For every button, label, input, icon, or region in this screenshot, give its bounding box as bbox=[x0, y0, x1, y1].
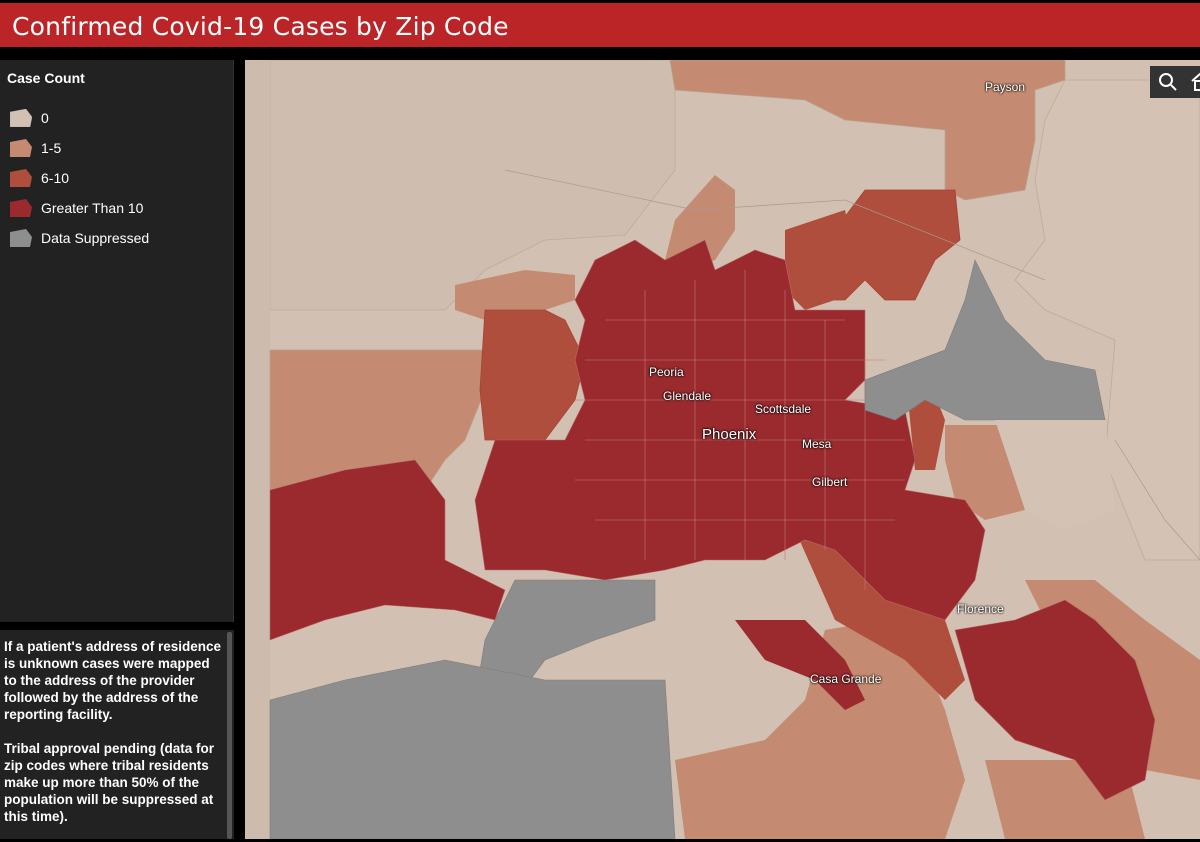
zip-region-0 bbox=[1014, 79, 1200, 561]
legend-swatch-6-10 bbox=[10, 169, 32, 187]
zip-region-0 bbox=[995, 420, 1115, 530]
zip-region-data-suppressed bbox=[269, 659, 676, 839]
zip-region-6-10 bbox=[785, 210, 855, 310]
map-view[interactable]: Payson Peoria Glendale Scottsdale Phoeni… bbox=[245, 60, 1200, 839]
zip-boundaries bbox=[575, 270, 905, 590]
notes-scrollbar[interactable] bbox=[227, 632, 232, 839]
zip-region-0 bbox=[269, 60, 676, 311]
legend-item-greater-than-10: Greater Than 10 bbox=[10, 197, 220, 219]
note-paragraph-address: If a patient's address of residence is u… bbox=[4, 639, 222, 722]
zip-region-1-5 bbox=[455, 270, 575, 320]
home-button[interactable] bbox=[1184, 66, 1200, 98]
notes-text: If a patient's address of residence is u… bbox=[4, 638, 224, 842]
note-paragraph-tribal: Tribal approval pending (data for zip co… bbox=[4, 741, 215, 824]
zip-region-data-suppressed bbox=[474, 579, 656, 701]
zip-region-6-10 bbox=[795, 530, 965, 700]
road-lines bbox=[504, 169, 1200, 561]
zip-region-greater-than-10 bbox=[954, 599, 1156, 801]
map-label-scottsdale: Scottsdale bbox=[755, 402, 812, 416]
map-label-casa-grande: Casa Grande bbox=[810, 672, 882, 686]
search-icon bbox=[1159, 73, 1177, 91]
choropleth-map[interactable] bbox=[245, 60, 1200, 839]
legend-title: Case Count bbox=[7, 70, 85, 86]
map-label-glendale: Glendale bbox=[663, 389, 712, 403]
legend-swatch-0 bbox=[10, 109, 32, 127]
zip-region-greater-than-10 bbox=[735, 620, 865, 710]
legend-swatch-data-suppressed bbox=[10, 229, 32, 247]
header-bar: Confirmed Covid-19 Cases by Zip Code bbox=[0, 3, 1200, 47]
zip-region-greater-than-10 bbox=[474, 239, 986, 621]
map-label-florence: Florence bbox=[957, 602, 1004, 616]
page-title: Confirmed Covid-19 Cases by Zip Code bbox=[12, 12, 509, 41]
map-label-peoria: Peoria bbox=[649, 365, 684, 379]
map-label-gilbert: Gilbert bbox=[812, 475, 848, 489]
zip-region-0 bbox=[245, 60, 270, 839]
legend-item-0: 0 bbox=[10, 107, 220, 129]
search-button[interactable] bbox=[1152, 66, 1184, 98]
zip-region-greater-than-10 bbox=[269, 459, 506, 641]
legend-swatch-1-5 bbox=[10, 139, 32, 157]
notes-panel: If a patient's address of residence is u… bbox=[0, 630, 234, 839]
legend-item-1-5: 1-5 bbox=[10, 137, 220, 159]
legend-item-data-suppressed: Data Suppressed bbox=[10, 227, 220, 249]
zip-region-1-5 bbox=[665, 175, 735, 270]
legend-item-6-10: 6-10 bbox=[10, 167, 220, 189]
legend-panel: Case Count 0 1-5 6-10 Greater Than 10 Da… bbox=[0, 60, 234, 622]
zip-region-data-suppressed bbox=[864, 259, 1106, 421]
zip-region-1-5 bbox=[675, 620, 965, 839]
legend-label: 1-5 bbox=[41, 140, 62, 156]
map-label-mesa: Mesa bbox=[802, 437, 832, 451]
legend-label: Data Suppressed bbox=[41, 230, 150, 246]
legend-swatch-greater-than-10 bbox=[10, 199, 32, 217]
map-label-phoenix: Phoenix bbox=[702, 426, 757, 443]
home-icon bbox=[1191, 72, 1200, 91]
legend-label: 6-10 bbox=[41, 170, 70, 186]
legend-label: Greater Than 10 bbox=[41, 200, 144, 216]
legend-label: 0 bbox=[41, 110, 49, 126]
header: Confirmed Covid-19 Cases by Zip Code bbox=[0, 0, 1200, 50]
map-toolbar bbox=[1150, 66, 1200, 98]
map-label-payson: Payson bbox=[985, 80, 1026, 94]
